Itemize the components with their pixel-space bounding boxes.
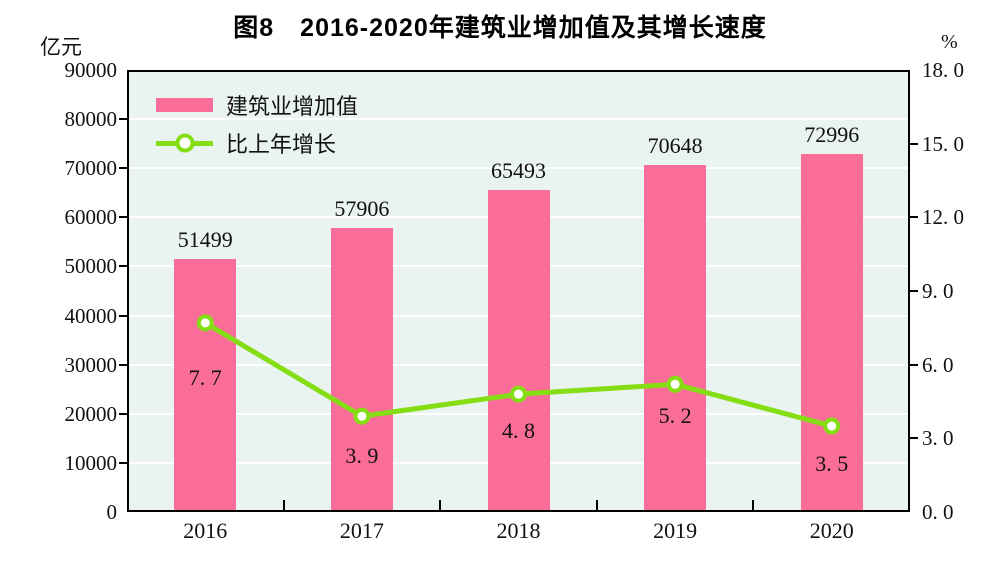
gridline — [129, 167, 908, 170]
left-axis-tick — [119, 265, 127, 268]
line-marker-2019 — [666, 375, 684, 393]
left-axis-tick-label: 70000 — [64, 156, 118, 181]
growth-value-label-2017: 3. 9 — [345, 443, 379, 469]
growth-value-label-2016: 7. 7 — [188, 364, 222, 390]
legend-label-line: 比上年增长 — [226, 132, 337, 157]
right-axis-tick-label: 15. 0 — [922, 131, 964, 156]
left-axis-tick — [119, 118, 127, 121]
bar-2020 — [800, 153, 863, 510]
x-axis-tick — [282, 500, 285, 510]
left-axis-tick — [119, 461, 127, 464]
left-axis-tick-label: 20000 — [64, 401, 118, 426]
left-axis-tick-label: 30000 — [64, 352, 118, 377]
left-axis-tick — [119, 412, 127, 415]
chart-title: 图8 2016-2020年建筑业增加值及其增长速度 — [233, 14, 767, 42]
left-axis-tick-label: 10000 — [64, 450, 118, 475]
bar-value-label-2017: 57906 — [334, 195, 390, 221]
x-axis-label-2017: 2017 — [339, 518, 384, 543]
left-axis-tick-label: 50000 — [64, 254, 118, 279]
left-axis-tick-label: 40000 — [64, 303, 118, 328]
bar-value-label-2019: 70648 — [647, 133, 703, 159]
x-axis-tick — [439, 500, 442, 510]
x-axis-label-2018: 2018 — [496, 518, 541, 543]
right-axis-tick — [910, 437, 918, 440]
x-axis-tick — [752, 500, 755, 510]
line-marker-2016 — [196, 314, 214, 332]
left-axis-tick — [119, 363, 127, 366]
x-axis-label-2019: 2019 — [653, 518, 698, 543]
right-axis-tick-label: 3. 0 — [922, 426, 954, 451]
right-axis-tick — [910, 290, 918, 292]
bar-2019 — [644, 165, 707, 510]
bar-value-label-2018: 65493 — [491, 158, 546, 184]
left-axis-unit: 亿元 — [40, 36, 82, 59]
left-axis-tick — [119, 167, 127, 170]
right-axis-tick — [910, 363, 918, 366]
bar-2017 — [330, 227, 393, 510]
left-axis-tick-label: 0 — [106, 500, 118, 524]
right-axis-tick-label: 18. 0 — [922, 58, 964, 82]
right-axis-tick-label: 12. 0 — [922, 205, 964, 230]
left-axis-tick-label: 60000 — [64, 205, 118, 230]
growth-value-label-2019: 5. 2 — [658, 403, 692, 429]
legend: 建筑业增加值 比上年增长 — [156, 86, 358, 162]
right-axis-tick — [910, 142, 918, 145]
x-axis-label-2020: 2020 — [809, 518, 854, 543]
line-marker-2018 — [510, 385, 527, 403]
right-axis-unit: % — [941, 31, 958, 53]
right-axis-tick — [910, 216, 918, 219]
gridline — [129, 118, 908, 121]
line-marker-icon — [175, 133, 194, 153]
right-axis-tick-label: 9. 0 — [922, 279, 954, 303]
left-axis-tick-label: 80000 — [64, 107, 118, 132]
bar-2018 — [487, 190, 550, 510]
x-axis-label-2016: 2016 — [183, 518, 228, 543]
line-marker-2017 — [353, 407, 371, 425]
growth-line-layer — [196, 314, 841, 435]
left-axis-tick — [119, 216, 127, 219]
right-axis-tick-label: 6. 0 — [922, 352, 954, 377]
bar-series-swatch — [156, 98, 213, 112]
bar-value-label-2020: 72996 — [804, 121, 860, 147]
bar-2016 — [174, 259, 237, 510]
bar-value-label-2016: 51499 — [177, 227, 233, 253]
growth-value-label-2020: 3. 5 — [815, 451, 849, 477]
legend-label-bar: 建筑业增加值 — [226, 94, 359, 119]
line-series-swatch — [156, 133, 213, 153]
line-marker-2020 — [823, 417, 841, 435]
left-axis-tick-label: 90000 — [64, 58, 118, 82]
left-axis-tick — [119, 314, 127, 317]
right-axis-tick-label: 0. 0 — [922, 500, 954, 524]
legend-item-line: 比上年增长 — [156, 124, 358, 162]
legend-item-bar: 建筑业增加值 — [156, 86, 358, 124]
growth-value-label-2018: 4. 8 — [502, 418, 535, 444]
x-axis-tick — [595, 500, 598, 510]
